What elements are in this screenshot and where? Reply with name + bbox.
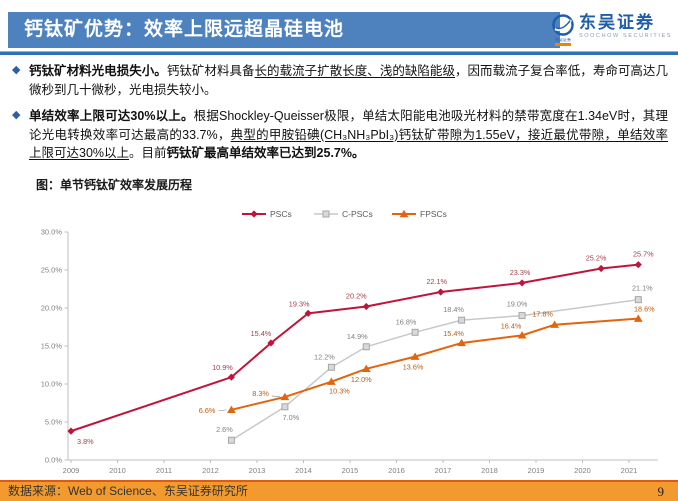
text-segment: 。目前 [129, 146, 167, 160]
svg-text:14.9%: 14.9% [347, 332, 368, 341]
bullet-list: ◆ 钙钛矿材料光电损失小。钙钛矿材料具备长的载流子扩散长度、浅的缺陷能级，因而载流… [12, 62, 668, 171]
svg-text:15.0%: 15.0% [41, 342, 63, 351]
svg-text:15.4%: 15.4% [251, 329, 272, 338]
text-segment: 钙钛矿材料光电损失小。 [29, 64, 167, 78]
text-segment: ，因而载流子复合率低，寿命可高达几微秒到几十微秒，光电损失较小。 [29, 64, 668, 97]
svg-text:5.0%: 5.0% [45, 418, 62, 427]
svg-text:19.0%: 19.0% [507, 300, 528, 309]
footer-source: 数据来源：Web of Science、东吴证券研究所 [8, 484, 248, 498]
series-FPSCs: 6.6% 8.3% 10.3%12.0% 13.6% 15.4% 16.4% 17.8% 18… [199, 305, 655, 415]
svg-text:10.3%: 10.3% [329, 387, 350, 396]
svg-text:C-PSCs: C-PSCs [342, 209, 373, 219]
svg-text:21.1%: 21.1% [632, 284, 653, 293]
text-segment: 长的载流子扩散长度、浅的缺陷能级 [254, 64, 455, 78]
svg-text:20.0%: 20.0% [41, 304, 63, 313]
svg-text:16.4%: 16.4% [501, 321, 522, 330]
bullet-item: ◆ 钙钛矿材料光电损失小。钙钛矿材料具备长的载流子扩散长度、浅的缺陷能级，因而载流… [12, 62, 668, 99]
svg-text:FPSCs: FPSCs [420, 209, 447, 219]
svg-text:16.8%: 16.8% [396, 317, 417, 326]
svg-text:12.0%: 12.0% [351, 375, 372, 384]
text-segment: 典型的甲胺铅碘(CH₃NH₃PbI₃)钙钛矿带隙为1.55eV，接近最优带隙，单… [29, 127, 668, 161]
text-segment: 单结效率上限可达30%以上。 [29, 109, 194, 123]
svg-text:17.8%: 17.8% [532, 310, 553, 319]
diamond-bullet-icon: ◆ [12, 64, 21, 76]
logo-subtitle: SOOCHOW SECURITIES [579, 33, 672, 39]
svg-text:12.2%: 12.2% [314, 352, 335, 361]
svg-text:10.9%: 10.9% [212, 363, 233, 372]
svg-text:25.7%: 25.7% [633, 250, 654, 259]
svg-text:13.6%: 13.6% [403, 363, 424, 372]
svg-text:0.0%: 0.0% [45, 456, 62, 465]
svg-text:30.0%: 30.0% [41, 228, 63, 237]
svg-text:15.4%: 15.4% [443, 329, 464, 338]
svg-text:20.2%: 20.2% [346, 291, 367, 300]
chart-svg: 0.0% 5.0% 10.0% 15.0% 20.0% 25.0% 30.0% 2009 201… [41, 209, 658, 475]
svg-text:2017: 2017 [435, 466, 452, 475]
svg-text:2016: 2016 [388, 466, 405, 475]
svg-text:8.3%: 8.3% [252, 389, 269, 398]
svg-text:22.1%: 22.1% [426, 277, 447, 286]
header-banner: 钙钛矿优势：效率上限远超晶硅电池 [8, 12, 560, 48]
svg-text:19.3%: 19.3% [289, 299, 310, 308]
svg-text:23.3%: 23.3% [510, 268, 531, 277]
svg-text:2014: 2014 [295, 466, 312, 475]
header-rule [0, 51, 678, 55]
svg-text:2018: 2018 [481, 466, 498, 475]
figure-chart: 0.0% 5.0% 10.0% 15.0% 20.0% 25.0% 30.0% 2009 201… [30, 196, 670, 478]
svg-text:18.6%: 18.6% [634, 305, 655, 314]
svg-text:2009: 2009 [63, 466, 80, 475]
svg-text:2012: 2012 [202, 466, 219, 475]
page-title: 钙钛矿优势：效率上限远超晶硅电池 [24, 19, 345, 40]
text-segment: 根据Shockley-Queisser极限，单结太阳能电池吸光材料的禁带宽度在1… [29, 109, 668, 142]
svg-text:2010: 2010 [109, 466, 126, 475]
svg-text:2021: 2021 [621, 466, 638, 475]
text-segment: 钙钛矿最高单结效率已达到25.7%。 [166, 146, 365, 160]
svg-text:2019: 2019 [528, 466, 545, 475]
bullet-item: ◆ 单结效率上限可达30%以上。根据Shockley-Queisser极限，单结太… [12, 107, 668, 163]
svg-text:7.0%: 7.0% [283, 413, 300, 422]
soochow-swirl-icon [552, 14, 574, 36]
soochow-logo: 东吴证券 东吴证券 SOOCHOW SECURITIES [551, 13, 672, 46]
logo-name: 东吴证券 [579, 13, 656, 32]
svg-text:10.0%: 10.0% [41, 380, 63, 389]
page-number: 9 [657, 483, 665, 499]
svg-text:25.0%: 25.0% [41, 266, 63, 275]
svg-text:2020: 2020 [574, 466, 591, 475]
svg-text:3.8%: 3.8% [77, 437, 94, 446]
svg-text:25.2%: 25.2% [586, 253, 607, 262]
diamond-bullet-icon: ◆ [12, 109, 21, 121]
series-PSCs: 3.8% 10.9% 15.4% 19.3% 20.2% 22.1% 23.3% 25.2% 2… [67, 250, 654, 446]
text-segment: 钙钛矿材料具备 [166, 64, 255, 78]
svg-text:2015: 2015 [342, 466, 359, 475]
svg-text:2013: 2013 [249, 466, 266, 475]
series-C-PSCs: 2.6% 7.0% 12.2% 14.9% 16.8% 18.4% 19.0% 21.1% [216, 284, 653, 444]
svg-text:6.6%: 6.6% [199, 406, 216, 415]
logo-badge: 东吴证券 [555, 38, 572, 46]
svg-text:18.4%: 18.4% [443, 305, 464, 314]
svg-text:PSCs: PSCs [270, 209, 292, 219]
svg-text:2011: 2011 [156, 466, 172, 475]
chart-legend: PSCs C-PSCs FPSCs [242, 209, 447, 219]
figure-caption: 图：单节钙钛矿效率发展历程 [36, 178, 193, 192]
footer-bar: 数据来源：Web of Science、东吴证券研究所 9 [0, 480, 678, 501]
svg-text:2.6%: 2.6% [216, 425, 233, 434]
